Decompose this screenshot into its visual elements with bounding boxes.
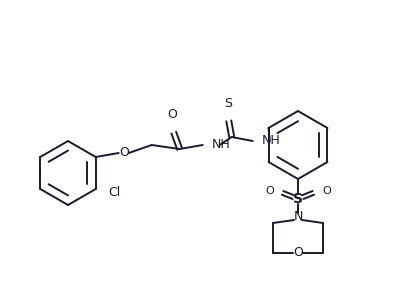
Text: O: O <box>167 108 177 121</box>
Text: S: S <box>293 192 303 206</box>
Text: O: O <box>119 146 129 159</box>
Text: Cl: Cl <box>109 185 121 198</box>
Text: O: O <box>265 186 274 196</box>
Text: O: O <box>293 246 303 260</box>
Text: N: N <box>293 210 303 224</box>
Text: S: S <box>224 97 232 110</box>
Text: NH: NH <box>262 134 280 147</box>
Text: NH: NH <box>212 139 230 151</box>
Text: O: O <box>322 186 331 196</box>
